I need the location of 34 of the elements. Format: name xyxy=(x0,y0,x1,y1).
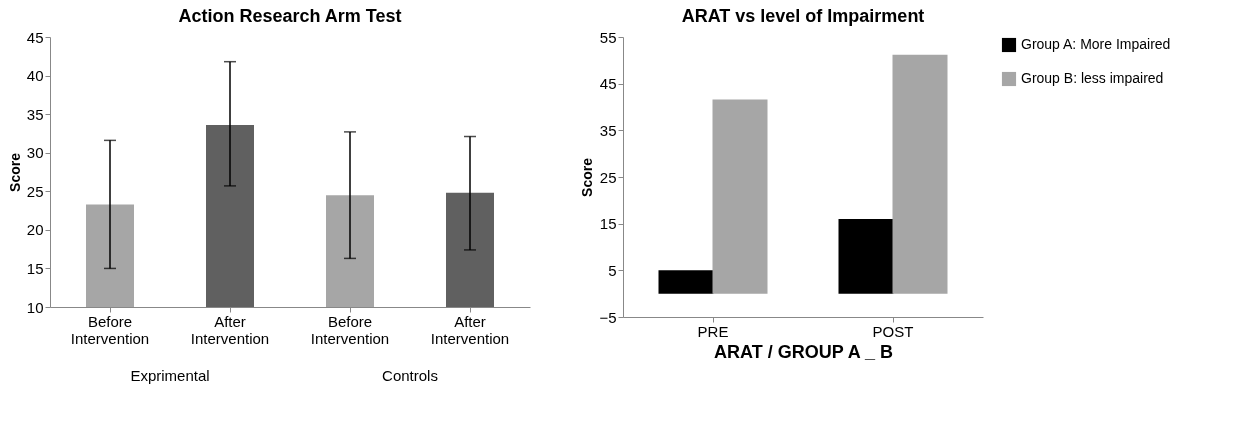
bar xyxy=(892,54,948,294)
bar xyxy=(712,99,768,294)
y-tick-label: 15 xyxy=(26,259,44,277)
y-tick-label: 45 xyxy=(26,28,44,46)
legend-label: Group A: More Impaired xyxy=(1021,36,1171,52)
y-tick-label: 20 xyxy=(26,221,44,239)
y-tick-label: 30 xyxy=(26,144,44,162)
x-tick-label: After Intervention xyxy=(430,312,510,347)
y-axis-title: Score xyxy=(579,157,596,197)
chart-title: Action Research Arm Test xyxy=(178,6,402,26)
x-tick-label: Before Intervention xyxy=(310,312,390,347)
x-axis-title: ARAT / GROUP A _ B xyxy=(713,341,894,362)
y-tick-label: 10 xyxy=(26,298,44,316)
y-tick-label: 25 xyxy=(599,168,617,186)
y-axis-title: Score xyxy=(6,152,23,192)
chart-title: ARAT vs level of Impairment xyxy=(681,6,925,26)
x-tick-label: Before Intervention xyxy=(70,312,150,347)
y-tick-label: 25 xyxy=(26,182,44,200)
y-tick-label: 55 xyxy=(599,28,617,46)
y-tick-label: 45 xyxy=(599,75,617,93)
x-tick-label: POST xyxy=(872,322,914,340)
bar xyxy=(658,270,714,294)
y-tick-label: 5 xyxy=(608,261,617,279)
y-tick-label: 35 xyxy=(26,105,44,123)
text: Controls xyxy=(382,367,438,384)
y-tick-label: 15 xyxy=(599,215,617,233)
x-tick-label: PRE xyxy=(697,322,729,340)
bar xyxy=(838,219,894,294)
y-tick-label: 40 xyxy=(26,67,44,85)
legend-label: Group B: less impaired xyxy=(1021,70,1164,86)
y-tick-label: 35 xyxy=(599,121,617,139)
y-tick-label: −5 xyxy=(599,308,617,326)
x-tick-label: After Intervention xyxy=(190,312,270,347)
text: Exprimental xyxy=(130,367,210,384)
